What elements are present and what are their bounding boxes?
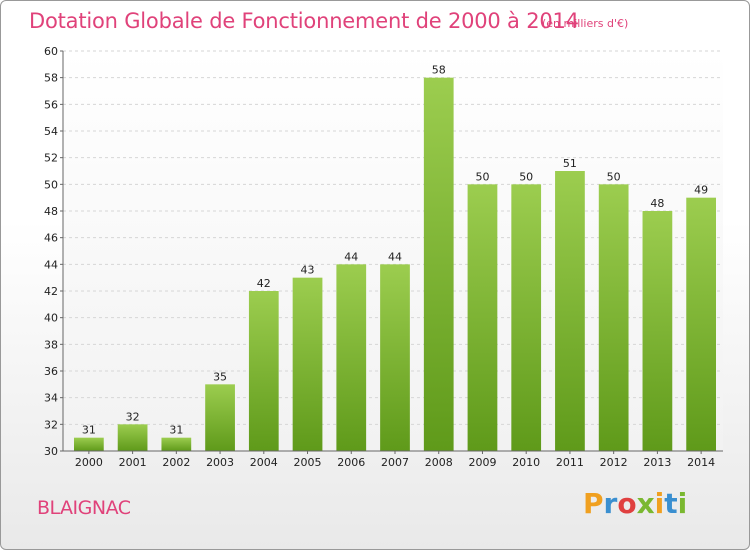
data-label-2006: 44 (344, 250, 358, 263)
bar-2003 (205, 384, 235, 451)
y-tick-label: 42 (44, 285, 58, 298)
x-tick-label: 2012 (600, 456, 628, 469)
data-label-2008: 58 (432, 64, 446, 77)
data-label-2004: 42 (257, 277, 271, 290)
y-tick-label: 38 (44, 338, 58, 351)
logo-letter: o (617, 487, 637, 520)
bar-2001 (117, 424, 148, 451)
proxiti-logo: Proxiti (583, 487, 687, 520)
x-tick-label: 2002 (162, 456, 190, 469)
y-tick-label: 58 (44, 72, 58, 85)
bar-2004 (248, 291, 279, 451)
data-label-2010: 50 (519, 170, 533, 183)
bar-2013 (642, 211, 673, 451)
bars (73, 77, 717, 452)
data-label-2011: 51 (563, 157, 577, 170)
y-tick-label: 32 (44, 418, 58, 431)
logo-letter: x (636, 487, 655, 520)
y-tick-label: 60 (44, 45, 58, 58)
y-tick-label: 56 (44, 98, 58, 111)
x-tick-label: 2003 (206, 456, 234, 469)
logo-letter: r (603, 487, 618, 520)
bar-2000 (73, 437, 104, 451)
axes (62, 51, 723, 452)
bar-2002 (161, 437, 192, 451)
y-tick-label: 44 (44, 258, 58, 271)
data-label-2002: 31 (169, 424, 183, 437)
y-tick-label: 54 (44, 125, 58, 138)
bar-2007 (380, 264, 410, 451)
x-tick-label: 2004 (250, 456, 278, 469)
y-tick-labels: 30 32 34 36 38 40 42 44 46 48 50 52 54 56 58 60 (44, 45, 63, 458)
y-tick-label: 34 (44, 392, 58, 405)
bar-2006 (336, 264, 367, 451)
y-tick-label: 46 (44, 232, 58, 245)
data-label-2003: 35 (213, 370, 227, 383)
logo-letter: P (583, 487, 604, 520)
commune-name: BLAIGNAC (37, 497, 131, 519)
bar-2010 (511, 184, 542, 452)
chart-title: Dotation Globale de Fonctionnement de 20… (29, 9, 579, 33)
bar-2012 (598, 184, 629, 452)
bar-2005 (292, 277, 323, 451)
x-tick-label: 2011 (556, 456, 584, 469)
y-tick-label: 40 (44, 312, 58, 325)
x-tick-label: 2010 (512, 456, 540, 469)
data-label-2000: 31 (82, 424, 96, 437)
chart-subtitle: (en milliers d'€) (542, 17, 629, 30)
logo-letter: i (654, 487, 665, 520)
x-tick-label: 2007 (381, 456, 409, 469)
x-tick-labels: 2000 2001 2002 2003 2004 2005 2006 2007 2008 2009… (75, 451, 715, 469)
data-label-2014: 49 (694, 184, 708, 197)
logo-letter: i (677, 487, 688, 520)
data-label-2013: 48 (650, 197, 664, 210)
x-tick-label: 2009 (468, 456, 496, 469)
data-label-2009: 50 (475, 170, 489, 183)
data-labels: 31 32 31 35 42 43 44 44 58 50 50 51 50 48 49 (82, 64, 708, 437)
y-tick-label: 30 (44, 445, 58, 458)
y-tick-label: 50 (44, 178, 58, 191)
data-label-2012: 50 (607, 170, 621, 183)
x-tick-label: 2014 (687, 456, 715, 469)
y-tick-label: 36 (44, 365, 58, 378)
y-tick-label: 52 (44, 152, 58, 165)
data-label-2007: 44 (388, 250, 402, 263)
bar-2014 (686, 197, 717, 451)
data-label-2001: 32 (126, 410, 140, 423)
x-tick-label: 2001 (119, 456, 147, 469)
bar-2009 (467, 184, 498, 452)
x-tick-label: 2000 (75, 456, 103, 469)
x-tick-label: 2006 (337, 456, 365, 469)
data-label-2005: 43 (301, 264, 315, 277)
x-tick-label: 2008 (425, 456, 453, 469)
x-tick-label: 2013 (643, 456, 671, 469)
x-tick-label: 2005 (294, 456, 322, 469)
logo-letter: t (664, 487, 678, 520)
bar-2008 (423, 77, 454, 452)
y-tick-label: 48 (44, 205, 58, 218)
bar-2011 (555, 171, 585, 451)
